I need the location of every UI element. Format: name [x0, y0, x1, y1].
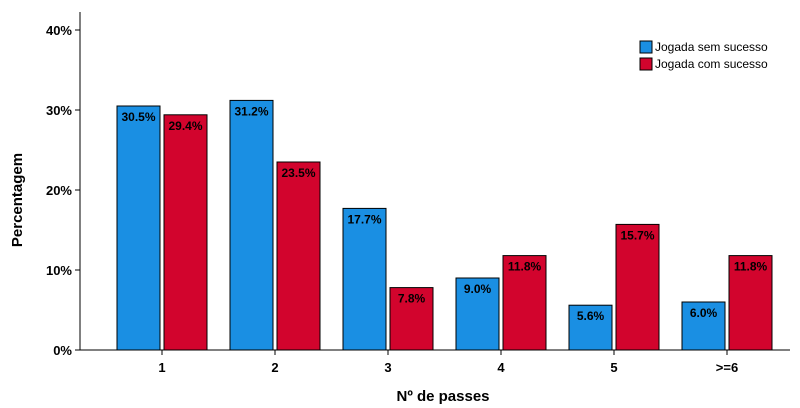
x-tick-label: 5 [610, 360, 617, 375]
x-tick-label: 2 [271, 360, 278, 375]
data-label: 15.7% [620, 228, 654, 242]
legend-label-1: Jogada com sucesso [655, 57, 768, 71]
data-label: 5.6% [577, 309, 605, 323]
y-tick-label: 0% [53, 343, 72, 358]
bar-sem-sucesso-4 [568, 304, 613, 351]
x-tick-label: 1 [158, 360, 165, 375]
data-label: 7.8% [398, 292, 426, 306]
data-label: 11.8% [508, 260, 542, 274]
data-label: 23.5% [281, 166, 315, 180]
legend-label-0: Jogada sem sucesso [655, 40, 768, 54]
bar-com-sucesso-0 [163, 114, 208, 351]
bar-com-sucesso-4 [615, 223, 660, 351]
bar-sem-sucesso-0 [116, 105, 161, 351]
bar-com-sucesso-2 [389, 287, 434, 351]
x-tick-label: >=6 [716, 360, 738, 375]
data-label: 9.0% [464, 282, 492, 296]
bar-com-sucesso-1 [276, 161, 321, 351]
data-label: 6.0% [690, 306, 718, 320]
data-label: 31.2% [234, 104, 268, 118]
x-tick-label: 3 [384, 360, 391, 375]
data-label: 29.4% [168, 119, 202, 133]
x-axis-title: Nº de passes [396, 388, 489, 405]
y-tick-label: 20% [46, 183, 72, 198]
data-labels-group: 30.5% 29.4% 31.2% 23.5% 17.7% 7.8% 9.0% 11.8% 5.… [121, 104, 767, 323]
y-axis-ticks: 0% 10% 20% 30% 40% [46, 23, 80, 358]
y-tick-label: 30% [46, 103, 72, 118]
bar-sem-sucesso-1 [229, 99, 274, 351]
axes-group [79, 12, 790, 351]
bar-com-sucesso-3 [502, 255, 547, 351]
x-tick-label: 4 [497, 360, 505, 375]
legend-swatch-0 [639, 40, 653, 54]
data-label: 30.5% [121, 110, 155, 124]
bars-group [116, 99, 773, 351]
data-label: 17.7% [347, 212, 381, 226]
bar-sem-sucesso-2 [342, 207, 387, 351]
bar-com-sucesso-5 [728, 255, 773, 351]
data-label: 11.8% [734, 260, 768, 274]
y-tick-label: 40% [46, 23, 72, 38]
y-tick-label: 10% [46, 263, 72, 278]
y-axis-title: Percentagem [9, 153, 26, 247]
legend: Jogada sem sucesso Jogada com sucesso [639, 40, 768, 71]
x-axis-ticks: 1 2 3 4 5 >=6 [158, 350, 738, 375]
bar-sem-sucesso-5 [681, 301, 726, 351]
legend-swatch-1 [639, 57, 653, 71]
